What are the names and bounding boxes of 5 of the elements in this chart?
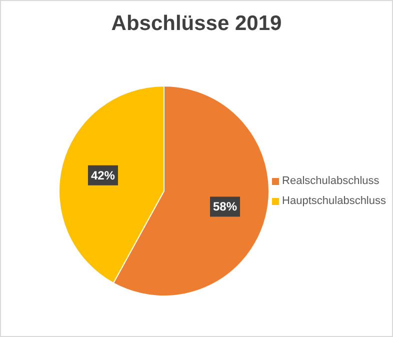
data-label: 58% [213, 200, 238, 214]
legend-label: Realschulabschluss [282, 175, 380, 187]
chart-title: Abschlüsse 2019 [110, 10, 283, 36]
data-label: 42% [90, 168, 116, 182]
legend-label: Hauptschulabschluss [282, 195, 386, 207]
